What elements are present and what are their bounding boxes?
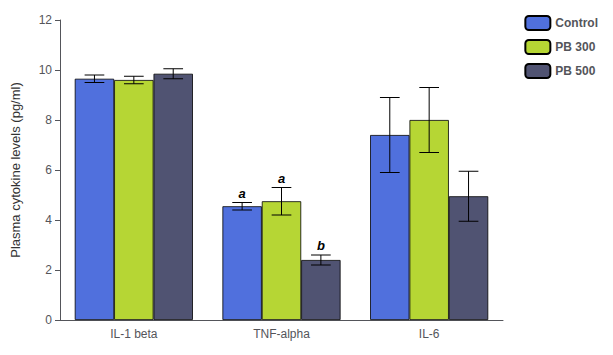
svg-text:8: 8 xyxy=(45,113,52,127)
svg-text:Control: Control xyxy=(555,16,598,30)
svg-text:4: 4 xyxy=(45,213,52,227)
svg-text:IL-1 beta: IL-1 beta xyxy=(110,327,158,341)
svg-text:12: 12 xyxy=(39,13,53,27)
svg-text:a: a xyxy=(278,171,285,186)
svg-text:TNF-alpha: TNF-alpha xyxy=(253,327,310,341)
svg-text:10: 10 xyxy=(39,63,53,77)
svg-text:Plasma cytokine levels (pg/ml): Plasma cytokine levels (pg/ml) xyxy=(8,82,23,258)
svg-text:b: b xyxy=(317,238,325,253)
svg-text:a: a xyxy=(239,186,246,201)
svg-text:PB 300: PB 300 xyxy=(555,40,595,54)
svg-text:6: 6 xyxy=(45,163,52,177)
svg-text:0: 0 xyxy=(45,313,52,327)
svg-text:2: 2 xyxy=(45,263,52,277)
svg-text:PB 500: PB 500 xyxy=(555,64,595,78)
svg-text:IL-6: IL-6 xyxy=(419,327,440,341)
